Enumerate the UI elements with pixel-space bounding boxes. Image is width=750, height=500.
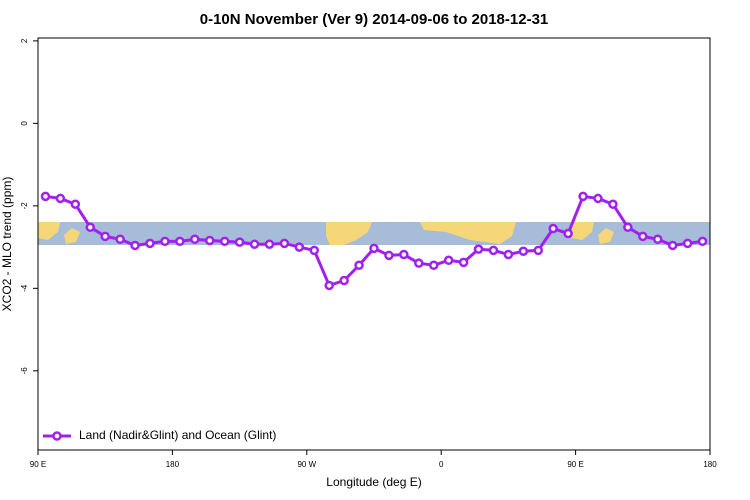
point [264,239,275,249]
point [399,249,409,260]
chart-title: 0-10N November (Ver 9) 2014-09-06 to 201… [200,11,549,28]
point [682,238,693,249]
y-axis-label: XCO2 - MLO trend (ppm) [0,177,14,312]
map-land [64,228,80,244]
point [369,243,379,254]
point [130,240,140,251]
map-land [572,222,594,240]
point [309,245,320,256]
point [249,239,260,249]
point [55,193,66,204]
point [354,260,364,270]
x-tick-label: 90 E [30,460,46,469]
point [115,234,125,245]
point [608,199,618,209]
plot-frame [37,37,711,451]
point [190,234,200,245]
point [533,245,544,256]
legend-marker [52,431,62,441]
map-strip [38,222,710,245]
map-land [420,222,516,244]
point [548,223,558,234]
point [204,235,215,246]
point [100,231,110,242]
point [578,191,588,202]
point [160,236,170,247]
map-land [326,222,372,245]
point [85,222,96,233]
x-axis-label: Longitude (deg E) [326,475,421,489]
map-land [38,222,60,240]
point [623,222,633,233]
point [428,260,439,270]
y-tick-label: -2 [20,202,29,210]
point [667,240,678,251]
point [458,257,469,268]
point [339,275,349,286]
point [384,250,394,261]
point [234,237,245,247]
x-tick-label: 90 E [567,460,583,469]
x-tick-label: 180 [166,460,180,469]
point [294,242,305,252]
point [70,199,81,209]
y-tick-label: -4 [20,284,29,292]
point [324,280,334,291]
point [488,245,499,256]
point [414,258,424,268]
point [563,228,573,239]
y-tick-label: -6 [20,367,29,375]
x-tick-label: 0 [439,460,444,469]
y-tick-label: 0 [20,121,29,126]
x-tick-label: 90 W [297,460,316,469]
legend-label: Land (Nadir&Glint) and Ocean (Glint) [79,428,276,442]
point [40,191,51,202]
point [638,231,648,242]
point [697,236,708,247]
point [175,236,185,247]
point [279,238,290,249]
point [503,249,514,260]
point [593,193,603,204]
map-land [598,228,614,244]
point [473,244,484,254]
point [443,255,454,266]
point [145,238,155,249]
point [219,236,230,247]
y-tick-label: 2 [20,38,29,43]
point [652,234,663,245]
point [518,246,529,256]
x-tick-label: 180 [703,460,717,469]
